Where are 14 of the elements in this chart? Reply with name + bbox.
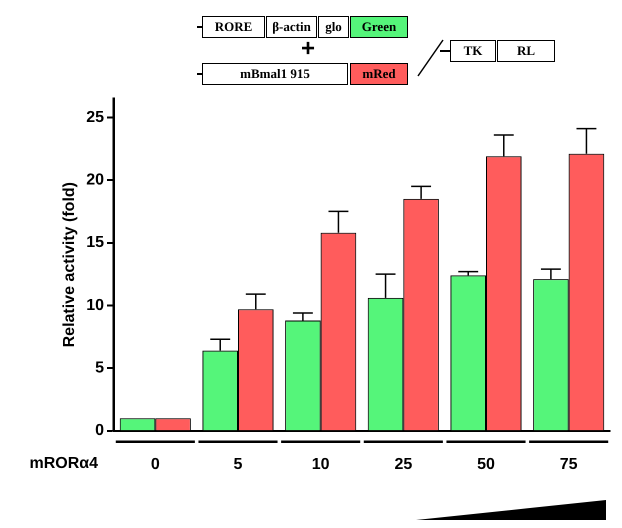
x-tick-label: 10 (312, 456, 330, 473)
x-tick-label: 50 (477, 456, 495, 473)
y-tick-label: 25 (86, 108, 104, 126)
y-axis-title: Relative activity (fold) (61, 182, 78, 348)
y-tick-label: 0 (95, 422, 104, 440)
x-tick-label: 75 (560, 456, 578, 473)
x-tick-label: 0 (150, 456, 160, 473)
y-tick-label: 20 (86, 171, 104, 188)
y-tick-label: 15 (86, 234, 104, 252)
x-axis-title: mRORα4 (29, 455, 98, 472)
y-tick-label: 10 (86, 296, 104, 314)
y-tick-label: 5 (95, 360, 104, 377)
x-tick-label: 5 (234, 456, 243, 473)
x-tick-label: 25 (394, 456, 412, 473)
